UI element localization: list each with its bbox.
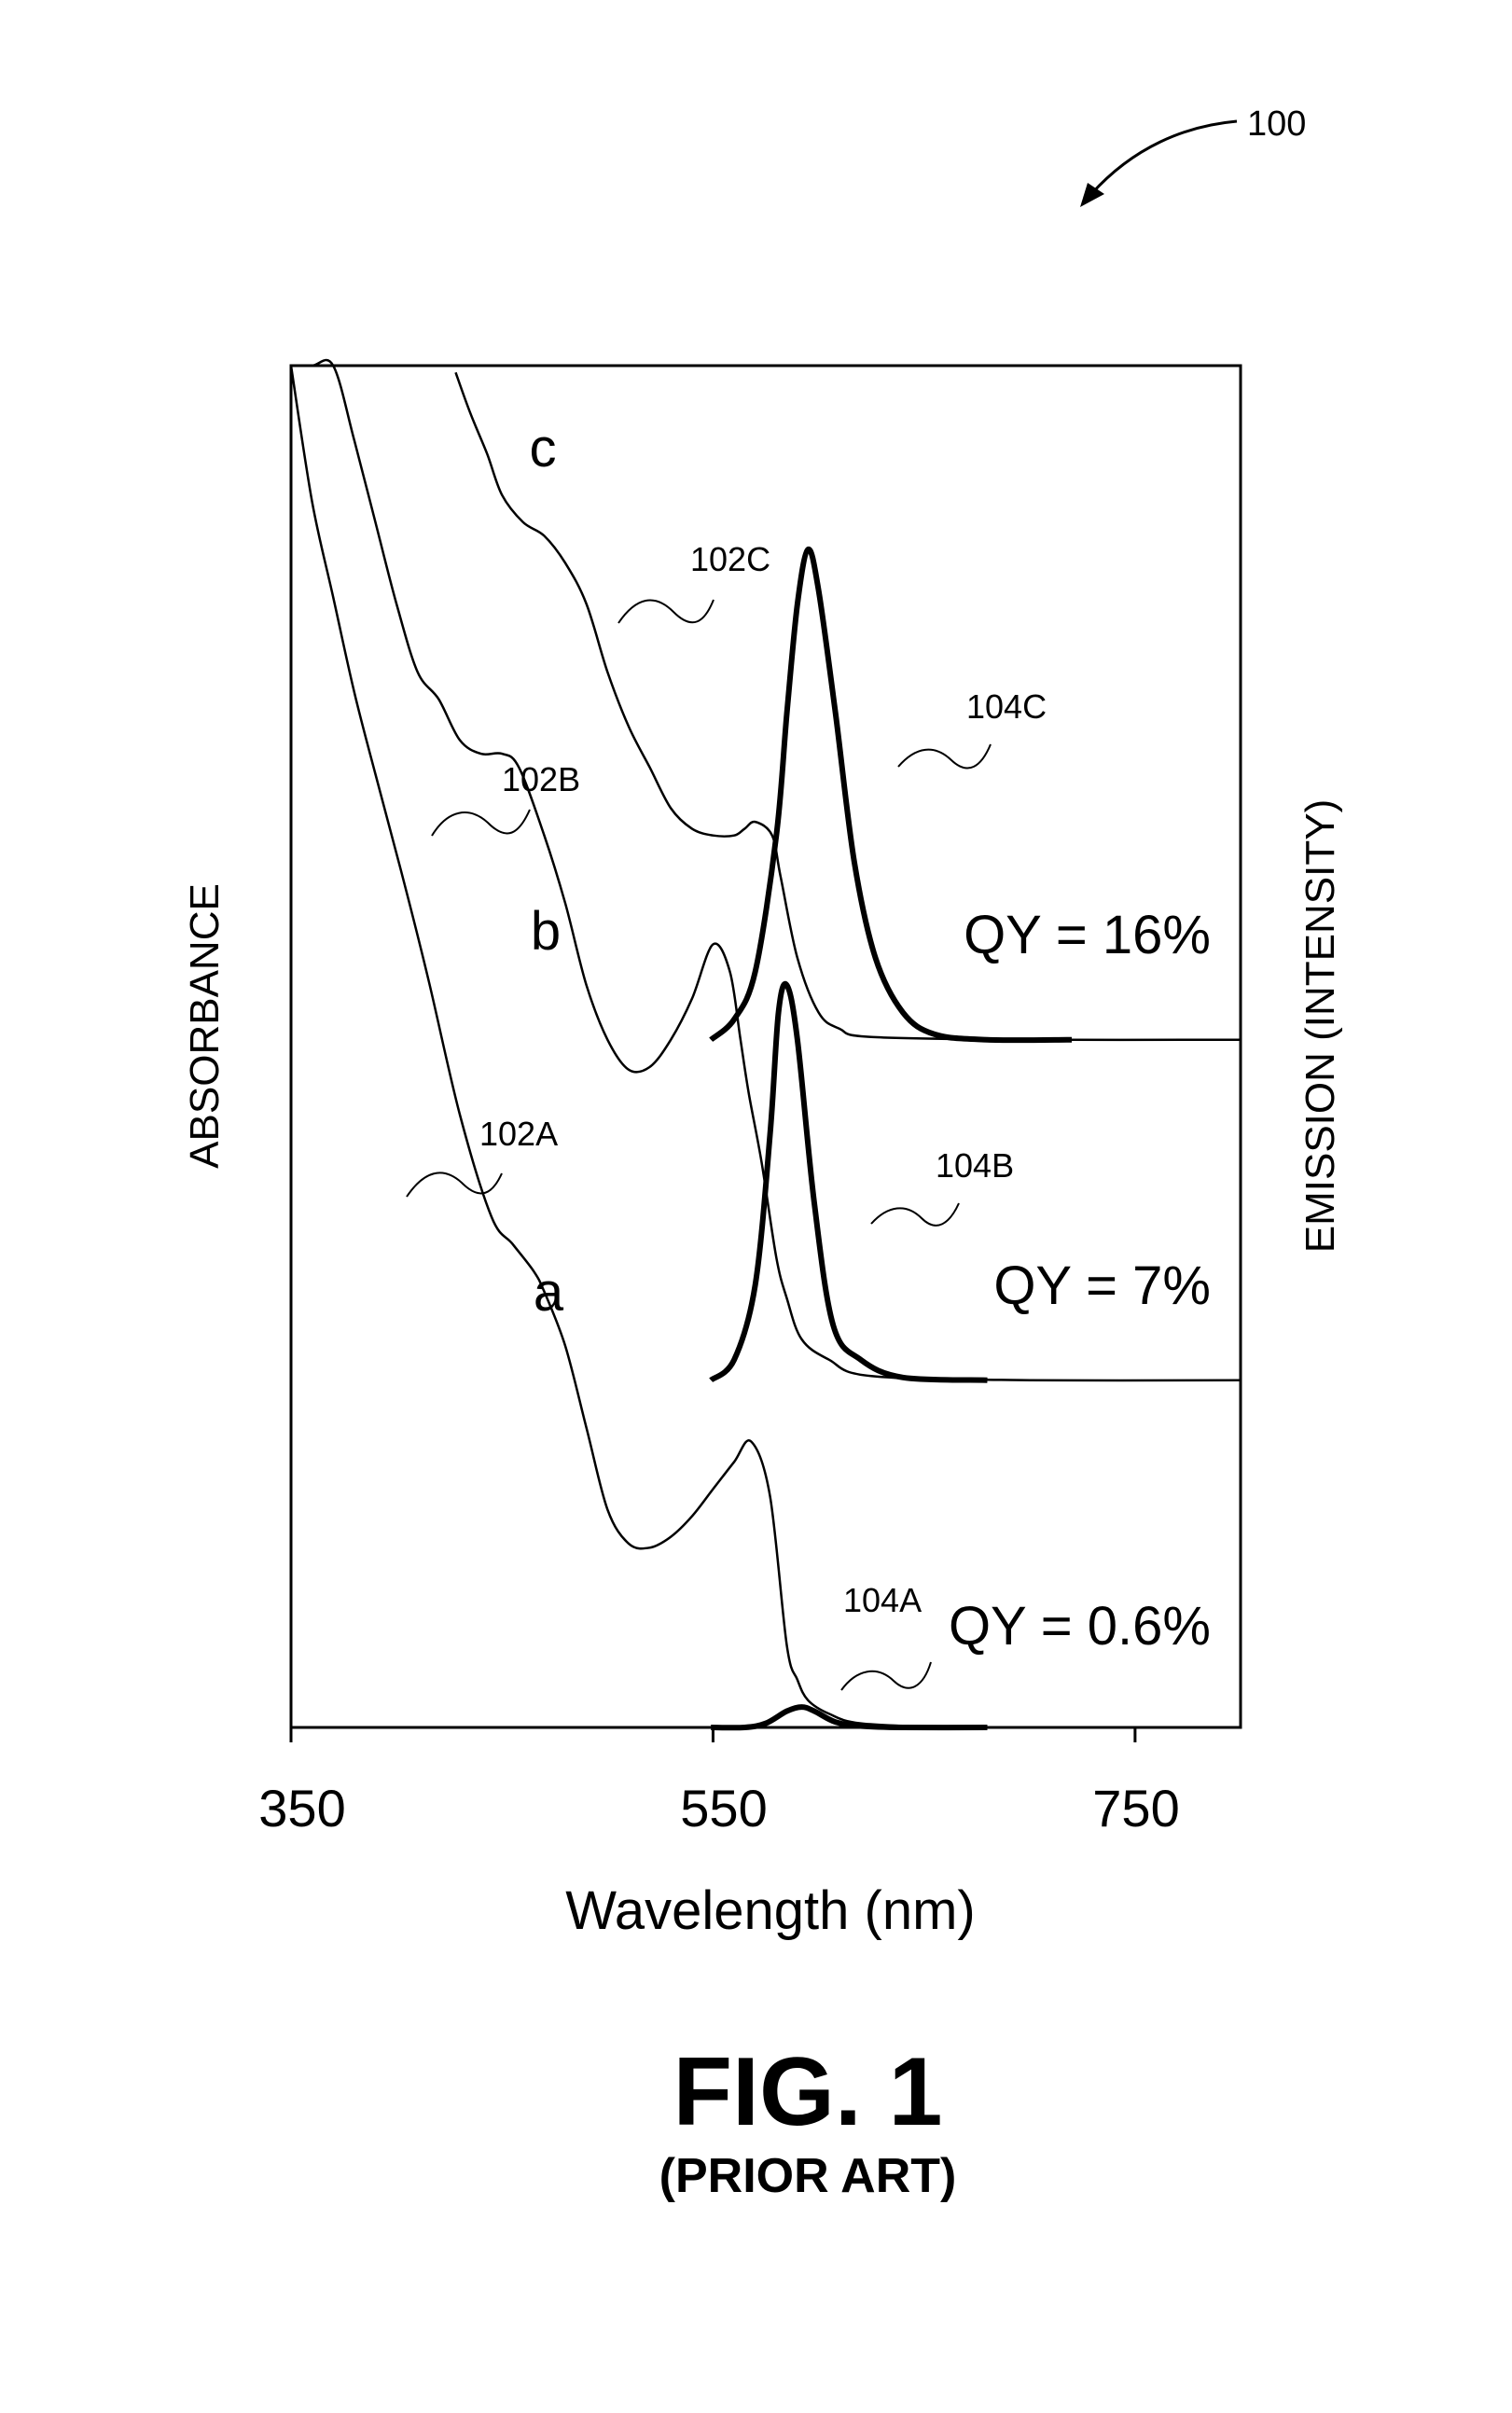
ref-label-104C: 104C: [966, 687, 1047, 726]
ref-label-102C: 102C: [690, 540, 770, 578]
emission-curve-a: [711, 1707, 987, 1727]
qy-label-b: QY = 7%: [993, 1255, 1211, 1316]
x-tick-label-750: 750: [1092, 1779, 1179, 1837]
trace-label-c: c: [530, 418, 557, 478]
absorbance-curve-b: [291, 360, 1241, 1380]
leader-104C: 104C: [898, 687, 1047, 768]
leader-102A: 102A: [407, 1115, 558, 1197]
x-tick-label-350: 350: [258, 1779, 345, 1837]
absorbance-line-a: [291, 366, 945, 1727]
reference-arrow: [1091, 121, 1237, 194]
reference-arrowhead: [1080, 183, 1104, 207]
ref-label-102A: 102A: [479, 1115, 558, 1153]
emission-line-c: [711, 549, 1072, 1040]
y-axis-title-left: ABSORBANCE: [182, 883, 228, 1169]
qy-label-c: QY = 16%: [964, 905, 1211, 965]
figure-subcaption: (PRIOR ART): [659, 2149, 957, 2203]
trace-label-b: b: [531, 901, 561, 962]
reference-number: 100: [1247, 104, 1306, 144]
absorbance-curve-a: [291, 366, 945, 1727]
leader-104A: 104A: [841, 1581, 931, 1690]
x-axis-title: Wavelength (nm): [565, 1880, 975, 1941]
trace-label-a: a: [534, 1262, 564, 1323]
reference-numeral-group: 100: [1080, 104, 1306, 207]
ref-label-104A: 104A: [843, 1581, 922, 1619]
ref-label-102B: 102B: [502, 760, 580, 798]
qy-label-a: QY = 0.6%: [949, 1596, 1211, 1657]
y-axis-title-right: EMISSION (INTENSITY): [1297, 799, 1343, 1253]
x-tick-label-550: 550: [680, 1779, 767, 1837]
leader-102B: 102B: [432, 760, 580, 836]
emission-line-a: [711, 1707, 987, 1727]
ref-label-104B: 104B: [936, 1146, 1014, 1185]
absorbance-line-b: [291, 360, 1241, 1380]
leader-102C: 102C: [618, 540, 770, 623]
emission-curve-c: [711, 549, 1072, 1040]
leader-104B: 104B: [871, 1146, 1014, 1226]
figure-caption: FIG. 1: [673, 2038, 943, 2146]
